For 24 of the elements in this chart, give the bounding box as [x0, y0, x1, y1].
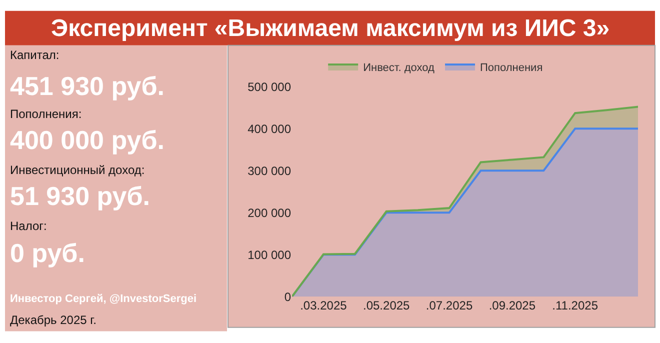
text: 400 000 руб.	[10, 125, 164, 155]
x-tick-label: .07.2025	[426, 298, 473, 313]
y-tick-label: 500 000	[248, 80, 292, 94]
x-tick-label: .11.2025	[552, 298, 598, 313]
text: Инвестиционный доход:	[10, 163, 145, 177]
x-tick-label: .05.2025	[363, 298, 410, 313]
text: Декабрь 2025 г.	[10, 313, 96, 327]
y-tick-label: 100 000	[248, 248, 292, 262]
x-tick-label: .09.2025	[488, 298, 536, 313]
y-tick-label: 0	[284, 290, 292, 304]
text: Инвестор Сергей, @InvestorSergei	[10, 293, 196, 305]
y-tick-label: 200 000	[248, 206, 292, 220]
legend-label: Пополнения	[480, 62, 543, 74]
text: Эксперимент «Выжимаем максимум из ИИС 3»	[51, 15, 610, 42]
x-tick-label: .03.2025	[300, 298, 348, 313]
text: Налог:	[10, 219, 47, 233]
text: Пополнения:	[10, 107, 82, 121]
text: 51 930 руб.	[10, 181, 150, 211]
y-tick-label: 400 000	[248, 122, 292, 136]
y-tick-label: 300 000	[248, 164, 292, 178]
text: Капитал:	[10, 48, 60, 62]
text: 0 руб.	[10, 238, 85, 268]
text: 451 930 руб.	[10, 71, 164, 101]
legend-label: Инвест. доход	[363, 62, 436, 74]
